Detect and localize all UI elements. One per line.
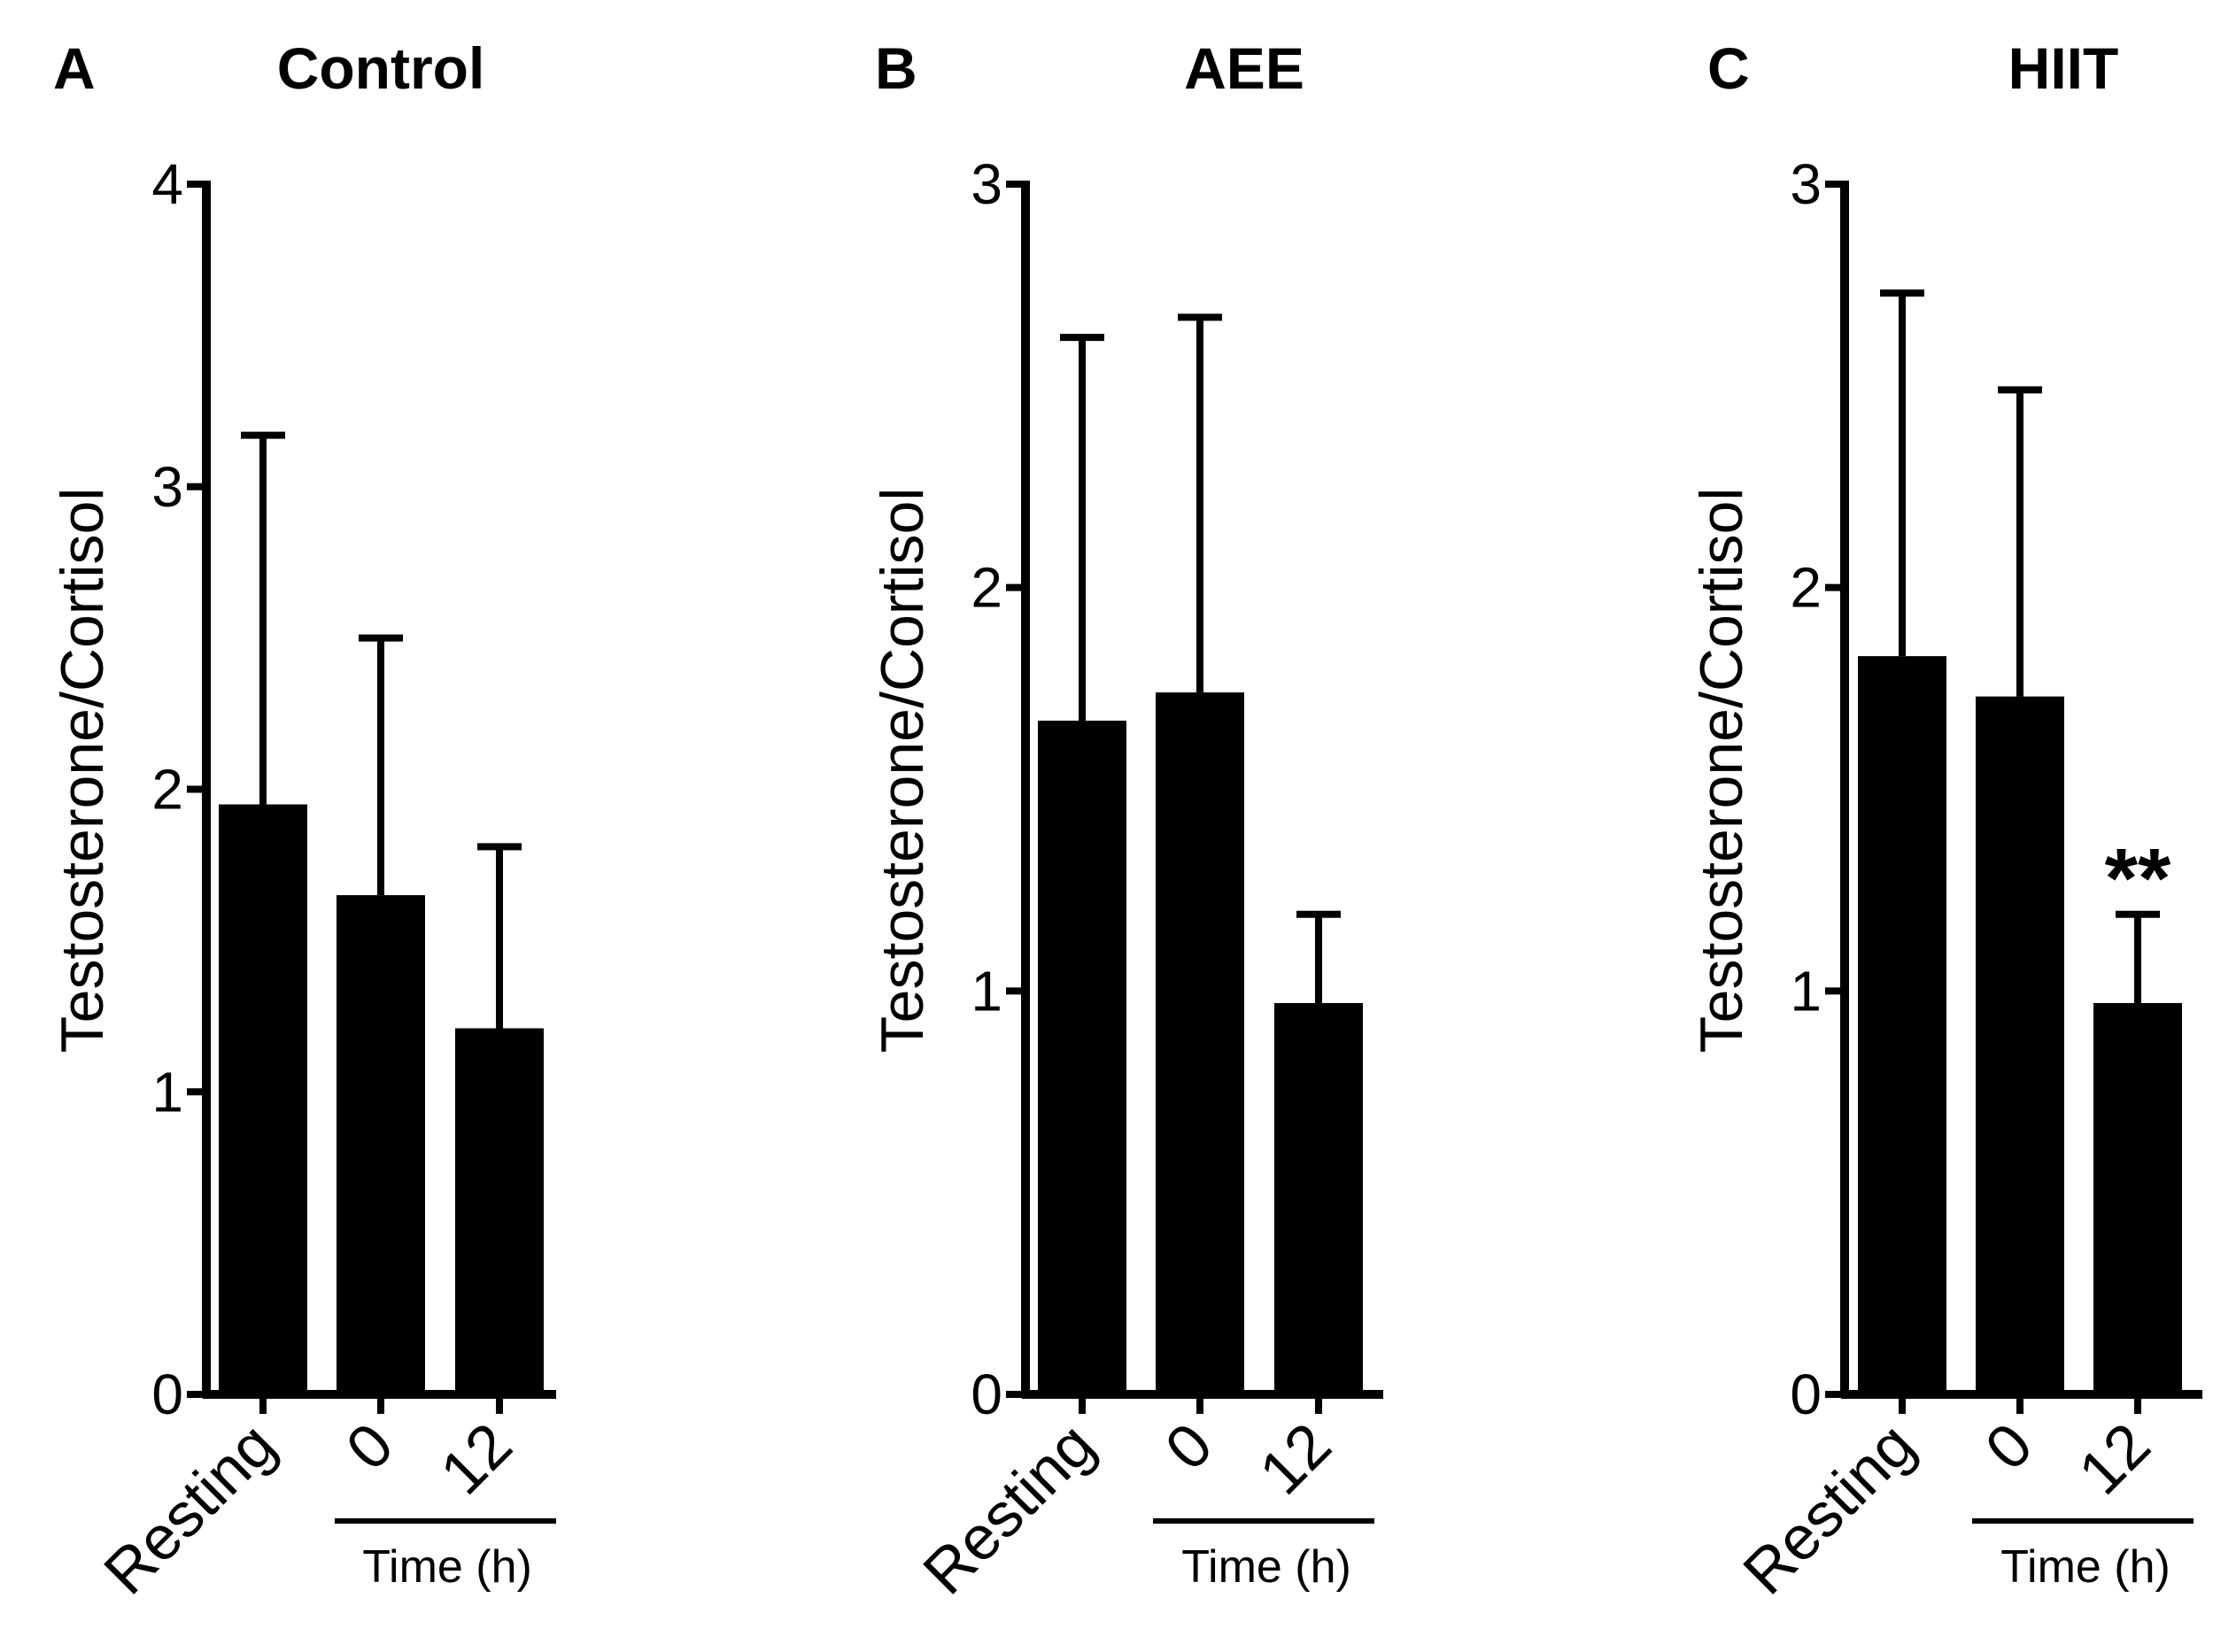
x-tick-label: Resting bbox=[91, 1409, 289, 1607]
y-tick-label: 3 bbox=[151, 455, 183, 519]
bar-resting bbox=[219, 804, 307, 1394]
y-tick-label: 2 bbox=[1790, 556, 1822, 620]
x-axis-label: Time (h) bbox=[1181, 1541, 1351, 1593]
y-tick-label: 0 bbox=[971, 1363, 1002, 1426]
significance-marker: ** bbox=[2105, 831, 2171, 926]
panel-letter: C bbox=[1707, 35, 1750, 101]
bar-12 bbox=[2093, 1003, 2182, 1394]
bar-0 bbox=[337, 895, 425, 1394]
panel-title: Control bbox=[277, 35, 485, 101]
panel-a: A ControlTestosterone/Cortisol01234Restin… bbox=[49, 35, 556, 1607]
y-tick-label: 4 bbox=[151, 152, 183, 216]
y-tick-label: 3 bbox=[971, 152, 1002, 216]
bar-0 bbox=[1976, 696, 2064, 1394]
y-axis-label: Testosterone/Cortisol bbox=[49, 488, 116, 1054]
bar-resting bbox=[1858, 656, 1946, 1394]
x-tick-label: 0 bbox=[1972, 1409, 2046, 1483]
bar-0 bbox=[1156, 692, 1244, 1394]
panel-title: AEE bbox=[1184, 35, 1304, 101]
x-axis-label: Time (h) bbox=[362, 1541, 532, 1593]
panel-letter: A bbox=[53, 35, 96, 101]
x-tick-label: Resting bbox=[910, 1409, 1108, 1607]
y-tick-label: 0 bbox=[1790, 1363, 1822, 1426]
y-tick-label: 1 bbox=[1790, 959, 1822, 1023]
x-tick-label: Resting bbox=[1730, 1409, 1928, 1607]
x-tick-label: 12 bbox=[2065, 1409, 2163, 1507]
y-tick-label: 1 bbox=[151, 1060, 183, 1123]
bar-resting bbox=[1038, 721, 1126, 1394]
x-tick-label: 12 bbox=[1246, 1409, 1343, 1507]
y-tick-label: 2 bbox=[151, 758, 183, 822]
x-axis-label: Time (h) bbox=[2000, 1541, 2170, 1593]
panel-letter: B bbox=[875, 35, 917, 101]
panel-title: HIIT bbox=[2008, 35, 2119, 101]
bar-12 bbox=[455, 1028, 544, 1394]
y-tick-label: 2 bbox=[971, 556, 1002, 620]
y-axis-label: Testosterone/Cortisol bbox=[1688, 488, 1755, 1054]
x-tick-label: 0 bbox=[333, 1409, 406, 1483]
x-tick-label: 0 bbox=[1152, 1409, 1226, 1483]
y-tick-label: 3 bbox=[1790, 152, 1822, 216]
y-axis-label: Testosterone/Cortisol bbox=[869, 488, 936, 1054]
x-tick-label: 12 bbox=[427, 1409, 524, 1507]
y-tick-label: 1 bbox=[971, 959, 1002, 1023]
y-tick-label: 0 bbox=[151, 1363, 183, 1426]
bar-12 bbox=[1274, 1003, 1363, 1394]
